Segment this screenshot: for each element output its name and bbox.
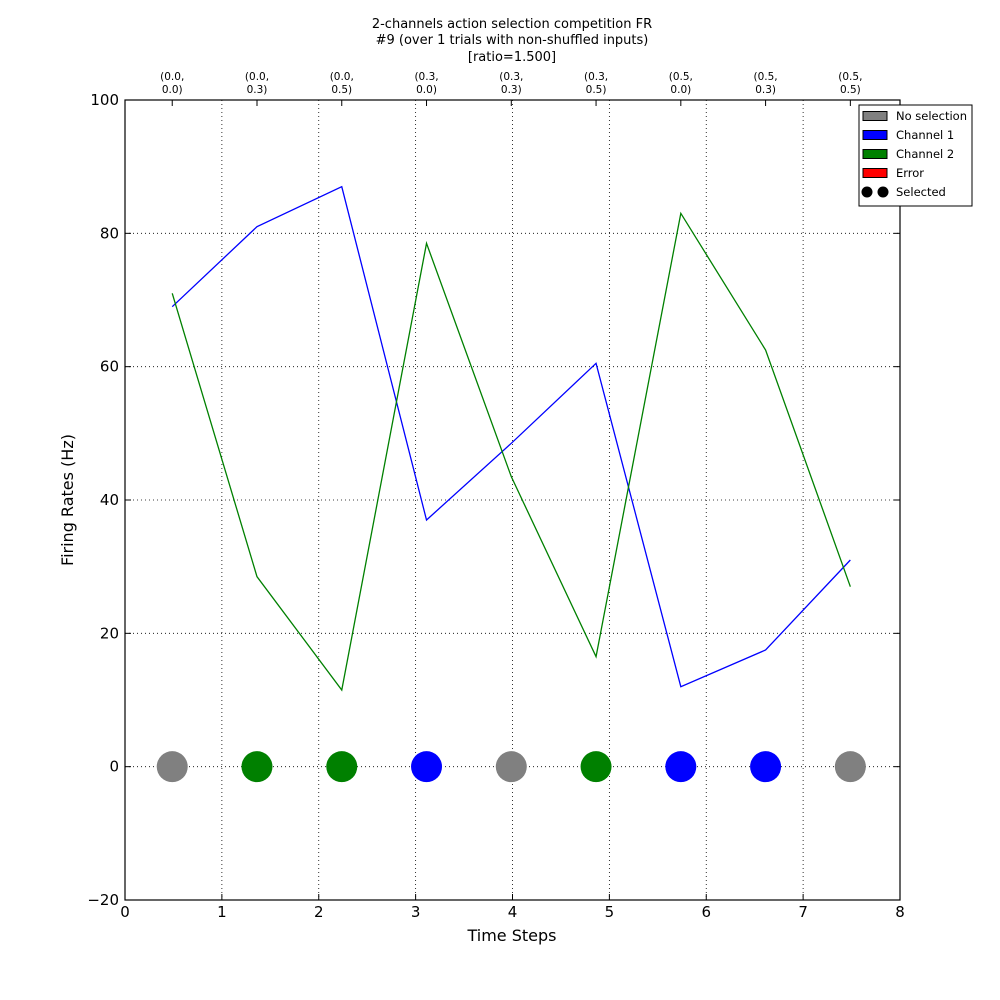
x-tick-label: 2 [314, 903, 324, 921]
selection-marker [580, 751, 612, 783]
y-tick-label: 100 [90, 91, 119, 109]
selection-marker [326, 751, 358, 783]
x-tick-label: 6 [701, 903, 711, 921]
selection-marker [156, 751, 188, 783]
legend-label: Channel 2 [896, 147, 954, 161]
top-tick-label-line-2: 0.5) [586, 84, 607, 96]
y-tick-label: 0 [109, 758, 119, 776]
chart-title-line-2: #9 (over 1 trials with non-shuffled inpu… [376, 33, 649, 48]
top-tick-label-line-2: 0.3) [755, 84, 776, 96]
legend-label: Error [896, 166, 924, 180]
selection-marker [834, 751, 866, 783]
top-tick-label-line-1: (0.3, [414, 71, 438, 83]
top-axis-ticks: (0.0,0.0)(0.0,0.3)(0.0,0.5)(0.3,0.0)(0.3… [160, 71, 862, 106]
selection-marker [241, 751, 273, 783]
top-tick-label-line-1: (0.5, [754, 71, 778, 83]
y-tick-label: −20 [87, 891, 119, 909]
x-tick-label: 1 [217, 903, 227, 921]
top-tick-label-line-2: 0.0) [670, 84, 691, 96]
top-tick-label-line-1: (0.0, [245, 71, 269, 83]
chart-title-line-3: [ratio=1.500] [468, 50, 556, 65]
legend-swatch [862, 168, 888, 178]
top-tick-label-line-1: (0.5, [669, 71, 693, 83]
y-tick-label: 40 [100, 491, 119, 509]
selection-marker [665, 751, 697, 783]
top-tick-label-line-1: (0.0, [330, 71, 354, 83]
top-tick-label-line-1: (0.3, [499, 71, 523, 83]
x-tick-label: 7 [798, 903, 808, 921]
y-axis-label: Firing Rates (Hz) [58, 434, 77, 566]
top-tick-label-line-2: 0.5) [331, 84, 352, 96]
series-line-channel-2 [171, 211, 851, 692]
x-tick-label: 3 [411, 903, 421, 921]
series-lines [171, 185, 851, 692]
legend-swatch [862, 149, 888, 159]
y-tick-label: 80 [100, 224, 119, 242]
legend-label: No selection [896, 109, 967, 123]
x-tick-label: 8 [895, 903, 905, 921]
legend-marker [861, 186, 873, 198]
x-tick-label: 5 [605, 903, 615, 921]
series-line-channel-1 [171, 185, 851, 688]
x-axis-label: Time Steps [466, 926, 556, 945]
y-tick-label: 60 [100, 358, 119, 376]
chart-legend: No selection Channel 1 Channel 2 Error Selec… [858, 104, 973, 207]
legend-swatch [862, 111, 888, 121]
top-tick-label-line-2: 0.0) [416, 84, 437, 96]
y-tick-label: 20 [100, 624, 119, 642]
top-tick-label-line-2: 0.3) [247, 84, 268, 96]
legend-swatch [862, 130, 888, 140]
legend-label: Channel 1 [896, 128, 954, 142]
selection-marker [411, 751, 443, 783]
chart-title-line-1: 2-channels action selection competition … [372, 17, 652, 32]
x-tick-label: 4 [508, 903, 518, 921]
selection-marker [750, 751, 782, 783]
top-tick-label-line-2: 0.5) [840, 84, 861, 96]
top-tick-label-line-2: 0.0) [162, 84, 183, 96]
top-tick-label-line-1: (0.5, [838, 71, 862, 83]
selection-markers [156, 751, 866, 783]
grid-lines [125, 100, 900, 900]
top-tick-label-line-1: (0.3, [584, 71, 608, 83]
x-tick-label: 0 [120, 903, 130, 921]
selection-marker [495, 751, 527, 783]
chart-title: 2-channels action selection competition … [372, 17, 652, 65]
legend-label: Selected [896, 185, 946, 199]
top-tick-label-line-1: (0.0, [160, 71, 184, 83]
top-tick-label-line-2: 0.3) [501, 84, 522, 96]
legend-marker [877, 186, 889, 198]
